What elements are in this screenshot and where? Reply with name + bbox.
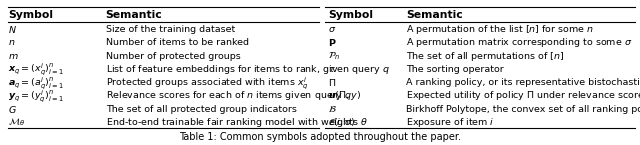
Text: A ranking policy, or its representative bistochastic matrix: A ranking policy, or its representative … <box>406 78 640 87</box>
Text: The set of all permutations of $[n]$: The set of all permutations of $[n]$ <box>406 50 564 63</box>
Text: $\boldsymbol{y}_q = (y_q^i)_{i=1}^n$: $\boldsymbol{y}_q = (y_q^i)_{i=1}^n$ <box>8 88 64 104</box>
Text: $G$: $G$ <box>8 104 17 115</box>
Text: Semantic: Semantic <box>406 10 463 19</box>
Text: Protected groups associated with items $x_q^i$: Protected groups associated with items $… <box>106 75 308 90</box>
Text: The set of all protected group indicators: The set of all protected group indicator… <box>106 105 296 114</box>
Text: Number of items to be ranked: Number of items to be ranked <box>106 38 248 47</box>
Text: $\sigma$: $\sigma$ <box>328 25 337 34</box>
Text: Relevance scores for each of $n$ items given query $q$: Relevance scores for each of $n$ items g… <box>106 89 352 102</box>
Text: $\tau$: $\tau$ <box>328 65 336 74</box>
Text: $\mathcal{E}(i, \sigma)$: $\mathcal{E}(i, \sigma)$ <box>328 116 356 128</box>
Text: $\mathcal{M}_\theta$: $\mathcal{M}_\theta$ <box>8 117 26 128</box>
Text: Birkhoff Polytope, the convex set of all ranking policies: Birkhoff Polytope, the convex set of all… <box>406 105 640 114</box>
Text: Size of the training dataset: Size of the training dataset <box>106 25 235 34</box>
Text: A permutation of the list $[n]$ for some $n$: A permutation of the list $[n]$ for some… <box>406 23 595 36</box>
Text: Number of protected groups: Number of protected groups <box>106 52 241 61</box>
Text: End-to-end trainable fair ranking model with weights $\theta$: End-to-end trainable fair ranking model … <box>106 116 367 129</box>
Text: Semantic: Semantic <box>106 10 163 19</box>
Text: Expected utility of policy $\Pi$ under relevance scores $y$: Expected utility of policy $\Pi$ under r… <box>406 89 640 102</box>
Text: $m$: $m$ <box>8 52 19 61</box>
Text: Exposure of item $i$: Exposure of item $i$ <box>406 116 495 129</box>
Text: Table 1: Common symbols adopted throughout the paper.: Table 1: Common symbols adopted througho… <box>179 132 461 142</box>
Text: $\boldsymbol{u}(\Pi, y)$: $\boldsymbol{u}(\Pi, y)$ <box>328 89 362 102</box>
Text: $\boldsymbol{a}_q = (a_q^i)_{i=1}^n$: $\boldsymbol{a}_q = (a_q^i)_{i=1}^n$ <box>8 75 64 90</box>
Text: Symbol: Symbol <box>8 10 53 19</box>
Text: $\mathcal{P}_n$: $\mathcal{P}_n$ <box>328 50 340 62</box>
Text: $\mathcal{B}$: $\mathcal{B}$ <box>328 104 337 114</box>
Text: $\boldsymbol{x}_q = (x_q^i)_{i=1}^n$: $\boldsymbol{x}_q = (x_q^i)_{i=1}^n$ <box>8 62 64 77</box>
Text: List of feature embeddings for items to rank, given query $q$: List of feature embeddings for items to … <box>106 63 389 76</box>
Text: $N$: $N$ <box>8 24 17 35</box>
Text: Symbol: Symbol <box>328 10 373 19</box>
Text: $\mathbf{P}$: $\mathbf{P}$ <box>328 38 337 48</box>
Text: $n$: $n$ <box>8 38 16 47</box>
Text: A permutation matrix corresponding to some $\sigma$: A permutation matrix corresponding to so… <box>406 37 633 49</box>
Text: The sorting operator: The sorting operator <box>406 65 504 74</box>
Text: $\Pi$: $\Pi$ <box>328 77 337 88</box>
